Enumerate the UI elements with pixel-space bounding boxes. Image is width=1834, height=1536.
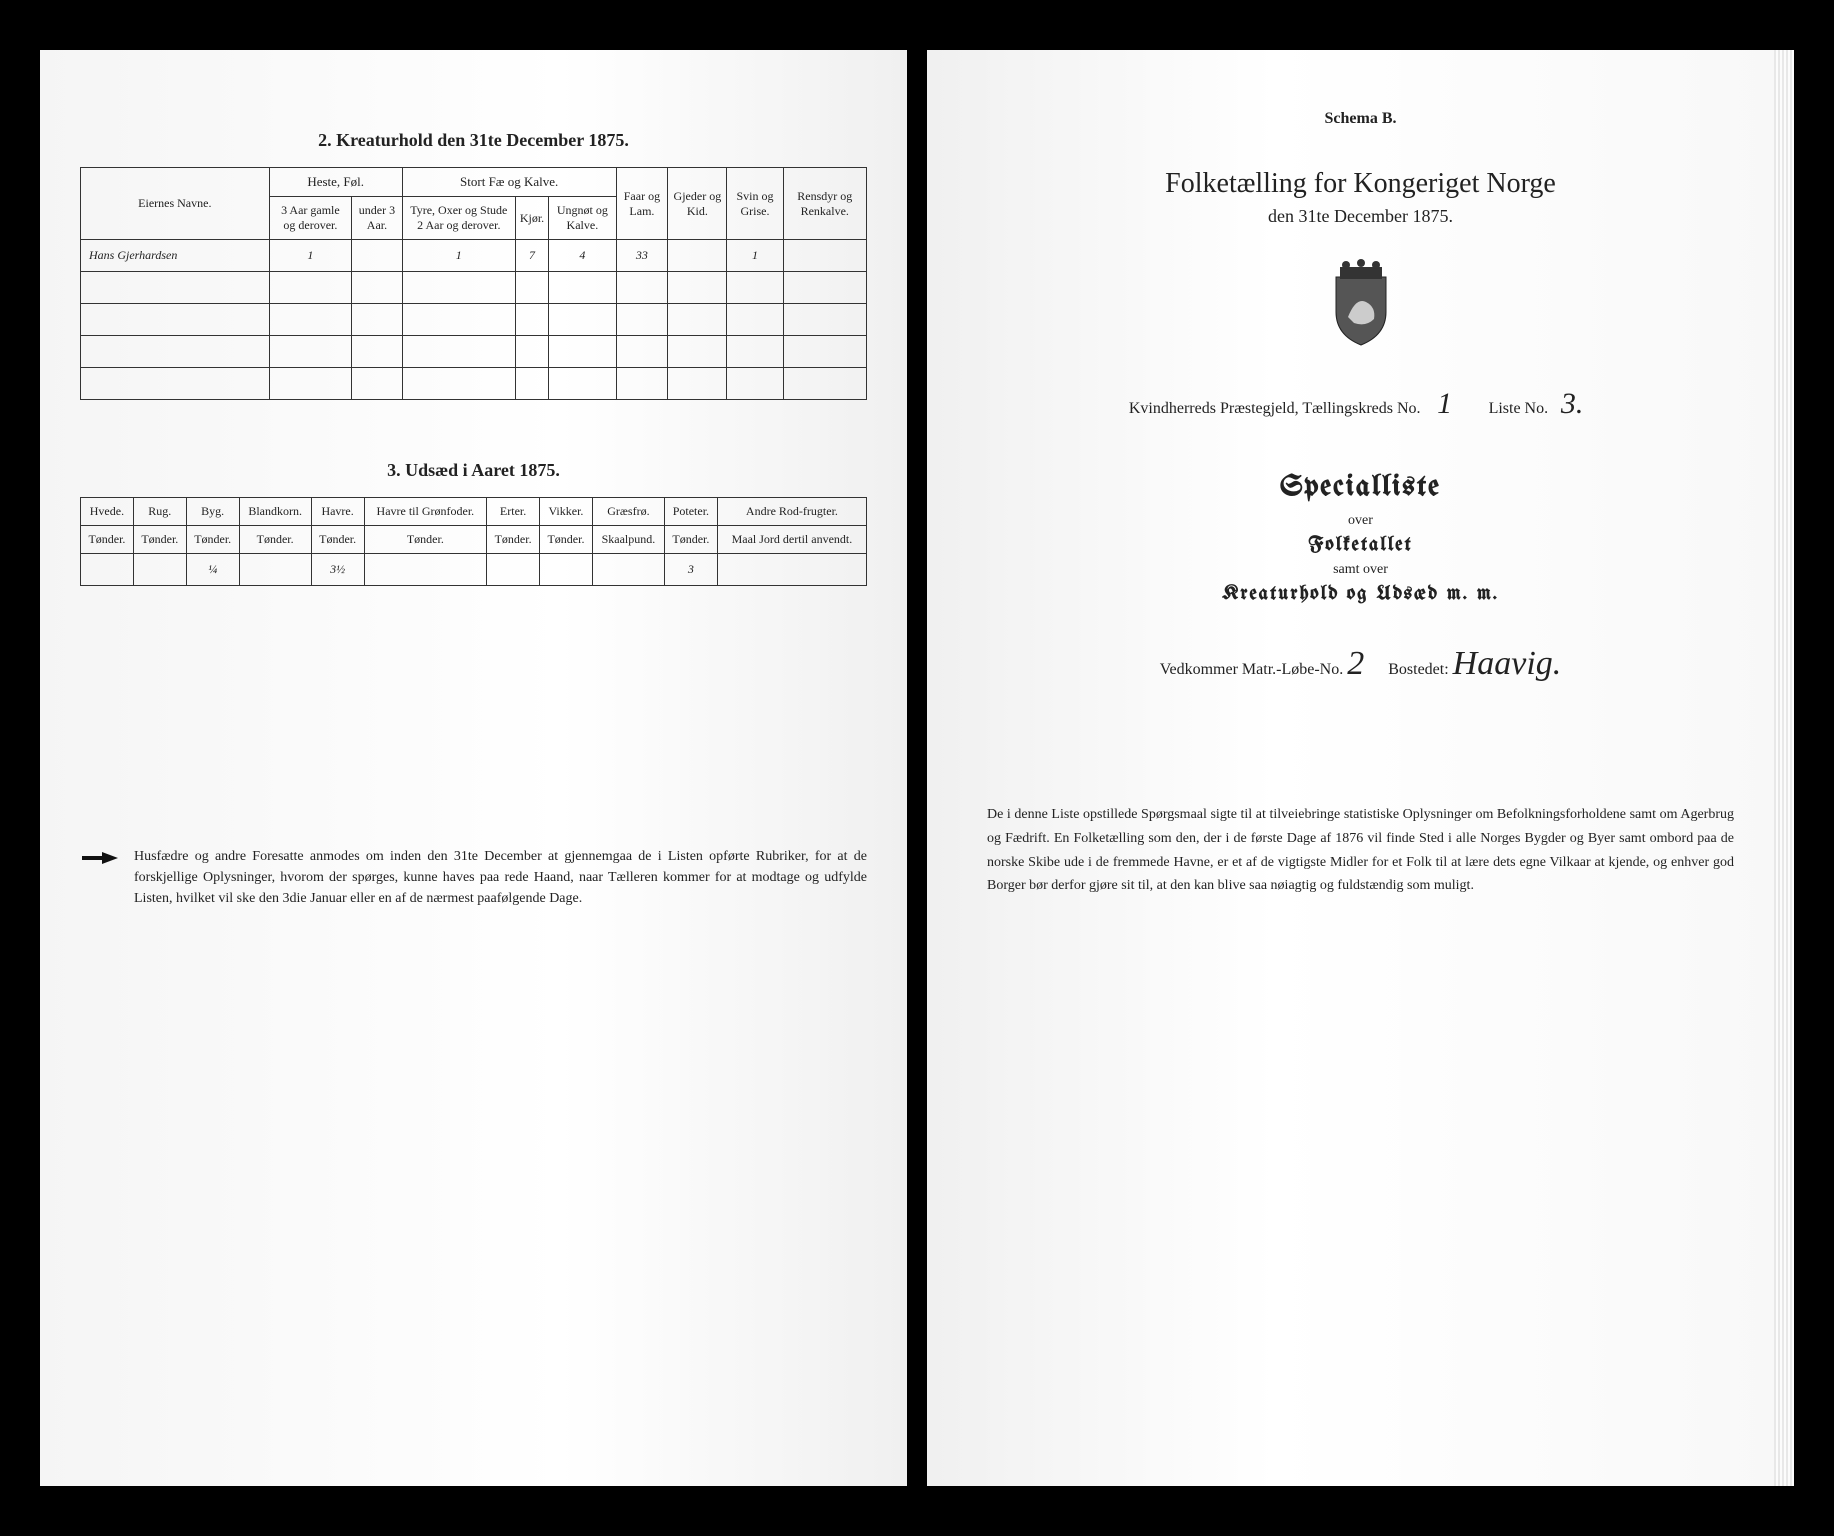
u: Maal Jord dertil anvendt. xyxy=(717,526,866,554)
h: Erter. xyxy=(487,498,540,526)
col-h2: under 3 Aar. xyxy=(352,197,403,240)
grp-cattle: Stort Fæ og Kalve. xyxy=(402,168,616,197)
cell xyxy=(81,554,134,586)
cell: 1 xyxy=(727,240,783,272)
vedk-label: Vedkommer Matr.-Løbe-No. xyxy=(1160,661,1344,678)
liste-no: 3. xyxy=(1552,387,1592,421)
parish-text: Kvindherreds Præstegjeld, Tællingskreds … xyxy=(1129,400,1421,417)
table-row xyxy=(81,368,867,400)
h: Havre. xyxy=(311,498,364,526)
folketallet: Folketallet xyxy=(967,535,1754,556)
over2: samt over xyxy=(967,562,1754,578)
u: Tønder. xyxy=(487,526,540,554)
u: Tønder. xyxy=(540,526,593,554)
kreaturhold: Kreaturhold og Udsæd m. m. xyxy=(967,584,1754,605)
table-row xyxy=(81,336,867,368)
pointing-hand-icon xyxy=(80,846,120,870)
section2-title: 2. Kreaturhold den 31te December 1875. xyxy=(80,130,867,151)
vedkommer-line: Vedkommer Matr.-Løbe-No. 2 Bostedet: Haa… xyxy=(967,645,1754,683)
u: Tønder. xyxy=(664,526,717,554)
footnote-text: Husfædre og andre Foresatte anmodes om i… xyxy=(134,846,867,909)
cell: 7 xyxy=(515,240,548,272)
col-h1: 3 Aar gamle og derover. xyxy=(269,197,352,240)
cell xyxy=(717,554,866,586)
table-row xyxy=(81,272,867,304)
liste-label: Liste No. xyxy=(1489,400,1549,417)
cell: 33 xyxy=(616,240,668,272)
col-c1: Tyre, Oxer og Stude 2 Aar og derover. xyxy=(402,197,515,240)
page-stack-edge xyxy=(1774,50,1794,1486)
h: Rug. xyxy=(133,498,186,526)
h: Vikker. xyxy=(540,498,593,526)
census-title: Folketælling for Kongeriget Norge xyxy=(967,168,1754,200)
cell xyxy=(783,240,867,272)
specialliste: Specialliste xyxy=(967,471,1754,503)
col-c2: Kjør. xyxy=(515,197,548,240)
table-row xyxy=(81,304,867,336)
u: Tønder. xyxy=(311,526,364,554)
cell xyxy=(487,554,540,586)
owner-name: Hans Gjerhardsen xyxy=(81,240,270,272)
cell xyxy=(352,240,403,272)
scanned-spread: 2. Kreaturhold den 31te December 1875. E… xyxy=(0,0,1834,1536)
livestock-table: Eiernes Navne. Heste, Føl. Stort Fæ og K… xyxy=(80,167,867,400)
cell xyxy=(133,554,186,586)
u: Tønder. xyxy=(364,526,487,554)
left-page: 2. Kreaturhold den 31te December 1875. E… xyxy=(40,50,907,1486)
u: Skaalpund. xyxy=(592,526,664,554)
h: Hvede. xyxy=(81,498,134,526)
col-pig: Svin og Grise. xyxy=(727,168,783,240)
h: Poteter. xyxy=(664,498,717,526)
col-sheep: Faar og Lam. xyxy=(616,168,668,240)
right-page: Schema B. Folketælling for Kongeriget No… xyxy=(927,50,1794,1486)
table-row: Hans Gjerhardsen 1 1 7 4 33 1 xyxy=(81,240,867,272)
matr-no: 2 xyxy=(1347,645,1364,682)
bostedet-label: Bostedet: xyxy=(1388,661,1448,678)
h: Havre til Grønfoder. xyxy=(364,498,487,526)
footnote: Husfædre og andre Foresatte anmodes om i… xyxy=(80,846,867,909)
u: Tønder. xyxy=(81,526,134,554)
u: Tønder. xyxy=(239,526,311,554)
cell xyxy=(540,554,593,586)
parish-line: Kvindherreds Præstegjeld, Tællingskreds … xyxy=(967,387,1754,421)
col-owner: Eiernes Navne. xyxy=(81,168,270,240)
instruction-paragraph: De i denne Liste opstillede Spørgsmaal s… xyxy=(967,803,1754,898)
cell: 1 xyxy=(269,240,352,272)
schema-label: Schema B. xyxy=(967,110,1754,128)
sowing-table: Hvede. Rug. Byg. Blandkorn. Havre. Havre… xyxy=(80,497,867,586)
section3-title: 3. Udsæd i Aaret 1875. xyxy=(80,460,867,481)
col-rein: Rensdyr og Renkalve. xyxy=(783,168,867,240)
cell xyxy=(592,554,664,586)
over1: over xyxy=(967,513,1754,529)
cell: 3½ xyxy=(311,554,364,586)
col-goat: Gjeder og Kid. xyxy=(668,168,727,240)
cell xyxy=(364,554,487,586)
u: Tønder. xyxy=(133,526,186,554)
census-subtitle: den 31te December 1875. xyxy=(967,206,1754,227)
kreds-no: 1 xyxy=(1425,387,1465,421)
cell xyxy=(668,240,727,272)
cell: 1 xyxy=(402,240,515,272)
h: Blandkorn. xyxy=(239,498,311,526)
bostedet: Haavig. xyxy=(1453,645,1562,682)
cell: 3 xyxy=(664,554,717,586)
h: Byg. xyxy=(186,498,239,526)
col-c3: Ungnøt og Kalve. xyxy=(549,197,616,240)
h: Græsfrø. xyxy=(592,498,664,526)
cell xyxy=(239,554,311,586)
table-row: ¼ 3½ 3 xyxy=(81,554,867,586)
h: Andre Rod-frugter. xyxy=(717,498,866,526)
cell: 4 xyxy=(549,240,616,272)
u: Tønder. xyxy=(186,526,239,554)
coat-of-arms-icon xyxy=(1326,257,1396,347)
cell: ¼ xyxy=(186,554,239,586)
grp-horse: Heste, Føl. xyxy=(269,168,402,197)
